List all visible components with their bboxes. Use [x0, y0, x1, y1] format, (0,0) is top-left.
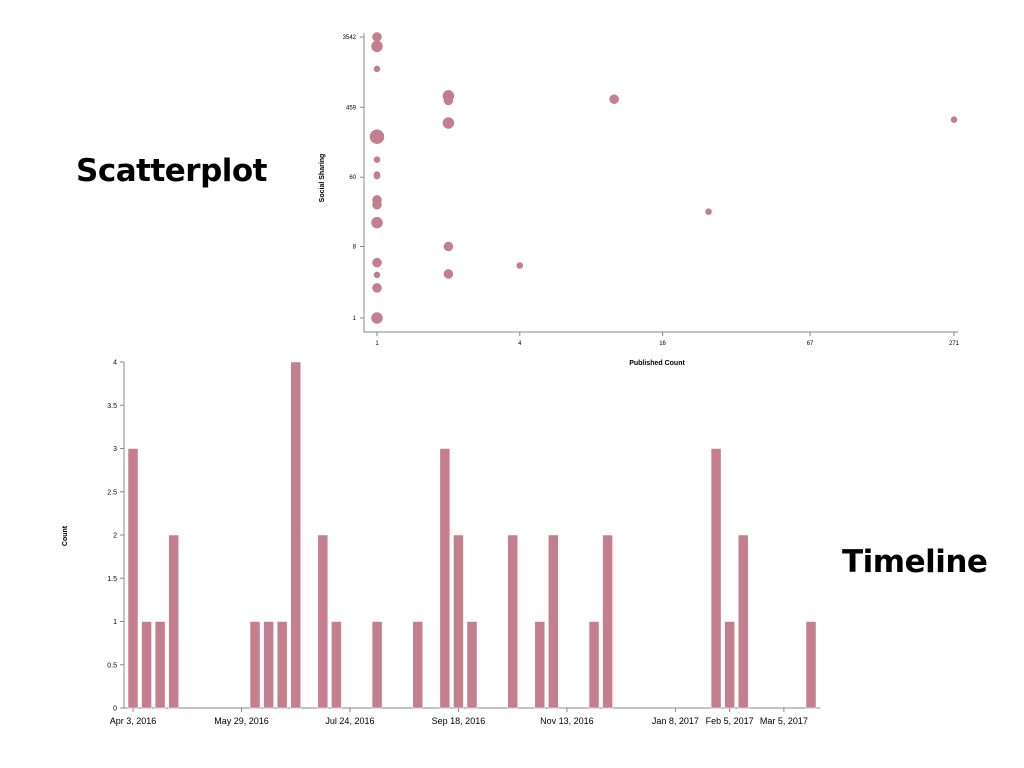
timeline-x-tick-label: Mar 5, 2017: [760, 716, 808, 726]
timeline-bar: [548, 534, 559, 709]
scatterplot-label: Scatterplot: [76, 153, 268, 189]
scatter-y-tick-label: 459: [346, 105, 357, 111]
timeline-bar: [317, 534, 329, 709]
timeline-bar: [249, 621, 261, 709]
scatter-x-tick-label: 4: [518, 341, 522, 347]
timeline-bar: [371, 621, 383, 709]
scatter-point: [371, 40, 383, 53]
scatter-point: [705, 208, 712, 215]
scatter-point: [950, 116, 958, 123]
timeline-bar: [127, 448, 139, 709]
timeline-x-tick-label: Jan 8, 2017: [652, 716, 699, 726]
timeline-bar: [534, 621, 546, 709]
timeline-x-tick-label: Sep 18, 2016: [432, 716, 486, 726]
scatter-x-tick-label: 16: [659, 341, 666, 347]
timeline-bar: [588, 621, 600, 709]
timeline-y-axis-title: Count: [62, 525, 69, 546]
timeline-bar: [453, 534, 464, 709]
scatter-point: [442, 117, 455, 129]
timeline-bar: [466, 621, 478, 709]
timeline-bar: [412, 621, 424, 709]
timeline-bar: [154, 621, 166, 709]
scatter-point: [443, 269, 454, 279]
timeline-bar: [290, 361, 301, 709]
timeline-bar: [805, 621, 817, 709]
scatter-point: [516, 262, 524, 269]
scatter-point: [373, 156, 381, 163]
scatter-point: [373, 271, 381, 279]
timeline-y-tick-label: 0: [113, 706, 117, 713]
scatter-x-tick-label: 1: [375, 341, 379, 347]
scatter-y-tick-label: 8: [353, 245, 357, 251]
scatter-point: [369, 129, 385, 144]
timeline-bar: [276, 621, 288, 709]
timeline-axes: 0 0.5 1 1.5 2 2.5 3 3.5 4 Apr 3, 2016 May 29, 2016…: [62, 360, 820, 726]
timeline-bar: [439, 448, 451, 709]
scatter-point: [373, 65, 381, 73]
timeline-y-tick-label: 2.5: [107, 489, 117, 496]
timeline-bar: [602, 534, 613, 709]
scatter-x-tick-label: 67: [807, 341, 814, 347]
timeline-bar: [331, 621, 342, 709]
timeline-bar: [737, 534, 749, 709]
timeline-bar: [710, 448, 722, 709]
scatter-y-axis-title: Social Sharing: [319, 154, 326, 203]
scatter-point: [371, 312, 383, 324]
timeline-bar: [141, 621, 152, 709]
timeline-bars: [127, 361, 817, 709]
scatter-point: [443, 95, 454, 106]
scatter-y-tick-label: 1: [353, 316, 357, 322]
scatter-point: [372, 257, 382, 268]
timeline-x-tick-label: Nov 13, 2016: [540, 716, 594, 726]
scatter-point: [371, 216, 383, 229]
timeline-x-tick-label: May 29, 2016: [214, 716, 269, 726]
timeline-y-tick-label: 1: [113, 619, 117, 626]
timeline-y-tick-label: 1.5: [107, 576, 117, 583]
timeline-bar: [263, 621, 274, 709]
timeline-label: Timeline: [842, 544, 988, 580]
scatter-point: [372, 199, 382, 210]
timeline-y-tick-label: 4: [113, 360, 117, 367]
scatter-x-axis-title: Published Count: [629, 360, 685, 367]
timeline-y-tick-label: 2: [113, 533, 117, 540]
scatter-y-tick-label: 3542: [343, 35, 357, 41]
scatter-point: [609, 94, 619, 104]
timeline-y-tick-label: 0.5: [107, 662, 117, 669]
scatter-point: [372, 283, 382, 293]
scatter-point: [373, 172, 381, 180]
timeline-y-tick-label: 3: [113, 446, 117, 453]
timeline-x-tick-label: Apr 3, 2016: [110, 716, 157, 726]
timeline-bar: [724, 621, 735, 709]
timeline-x-tick-label: Jul 24, 2016: [325, 716, 374, 726]
timeline-y-tick-label: 3.5: [107, 403, 117, 410]
timeline-x-tick-label: Feb 5, 2017: [706, 716, 754, 726]
scatter-axes: 1 8 60 459 3542 1 4 16 67 271 Published Count Socia…: [319, 33, 960, 367]
scatter-y-tick-label: 60: [349, 175, 356, 181]
timeline-bar: [168, 534, 179, 709]
scatter-points: [369, 32, 958, 324]
timeline-bar: [507, 534, 518, 709]
scatter-point: [443, 241, 454, 252]
scatter-x-tick-label: 271: [949, 341, 960, 347]
